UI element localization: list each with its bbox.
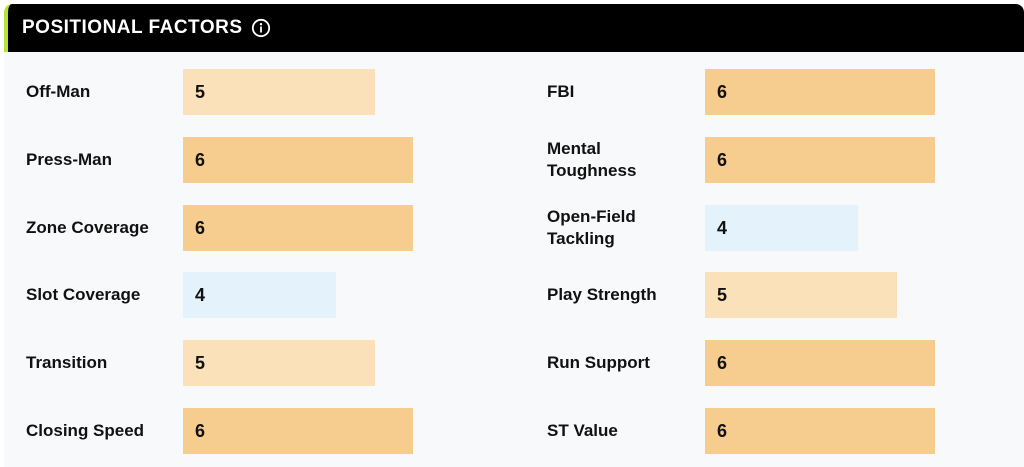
factor-score-value: 6	[195, 420, 206, 441]
factor-score-bar: 4	[705, 205, 858, 251]
factor-score-value: 5	[195, 352, 206, 373]
factor-row-fbi: FBI 6	[4, 69, 1024, 115]
factor-score-bar: 5	[705, 272, 897, 318]
factor-label: Slot Coverage	[26, 285, 141, 304]
factor-row-slot-coverage: Slot Coverage 4	[4, 272, 1024, 318]
factor-score-value: 6	[195, 217, 206, 238]
factor-score-value: 5	[717, 284, 728, 305]
factor-row-closing-speed: Closing Speed 6	[4, 408, 1024, 454]
factor-score-value: 6	[717, 149, 728, 170]
factor-label: Open-Field Tackling	[547, 207, 636, 248]
positional-factors-card: POSITIONAL FACTORS Off-Man 5 Press-Man 6 Zon…	[4, 4, 1024, 467]
factor-score-value: 6	[195, 149, 206, 170]
factor-row-off-man: Off-Man 5	[4, 69, 1024, 115]
factor-row-zone-coverage: Zone Coverage 6	[4, 205, 1024, 251]
factor-label: ST Value	[547, 421, 618, 440]
factor-score-value: 6	[717, 352, 728, 373]
info-icon[interactable]	[251, 18, 271, 38]
factor-score-value: 4	[195, 284, 206, 305]
factor-row-press-man: Press-Man 6	[4, 137, 1024, 183]
factor-score-bar: 5	[183, 340, 375, 386]
factor-score-value: 5	[195, 81, 206, 102]
factor-label: Transition	[26, 353, 108, 372]
factor-label: Off-Man	[26, 82, 91, 101]
card-header: POSITIONAL FACTORS	[4, 4, 1024, 52]
factor-score-bar: 5	[183, 69, 375, 115]
factor-score-bar: 6	[705, 137, 935, 183]
factor-score-bar: 6	[705, 69, 935, 115]
factor-score-bar: 4	[183, 272, 336, 318]
card-title: POSITIONAL FACTORS	[22, 17, 243, 38]
factor-row-open-field-tackling: Open-Field Tackling 4	[4, 205, 1024, 251]
factor-score-value: 6	[717, 420, 728, 441]
factor-label: Zone Coverage	[26, 218, 149, 237]
factor-label: Run Support	[547, 353, 650, 372]
factor-row-play-strength: Play Strength 5	[4, 272, 1024, 318]
factor-score-bar: 6	[705, 408, 935, 454]
factor-score-value: 6	[717, 81, 728, 102]
factor-score-bar: 6	[183, 137, 413, 183]
factor-label: FBI	[547, 82, 575, 101]
factor-score-value: 4	[717, 217, 728, 238]
factor-label: Closing Speed	[26, 421, 145, 440]
factor-row-mental-toughness: Mental Toughness 6	[4, 137, 1024, 183]
factor-score-bar: 6	[183, 408, 413, 454]
factor-row-st-value: ST Value 6	[4, 408, 1024, 454]
factor-row-transition: Transition 5	[4, 340, 1024, 386]
factor-score-bar: 6	[705, 340, 935, 386]
factor-score-bar: 6	[183, 205, 413, 251]
factor-label: Play Strength	[547, 285, 657, 304]
factor-row-run-support: Run Support 6	[4, 340, 1024, 386]
factor-label: Mental Toughness	[547, 139, 637, 180]
factor-label: Press-Man	[26, 150, 112, 169]
